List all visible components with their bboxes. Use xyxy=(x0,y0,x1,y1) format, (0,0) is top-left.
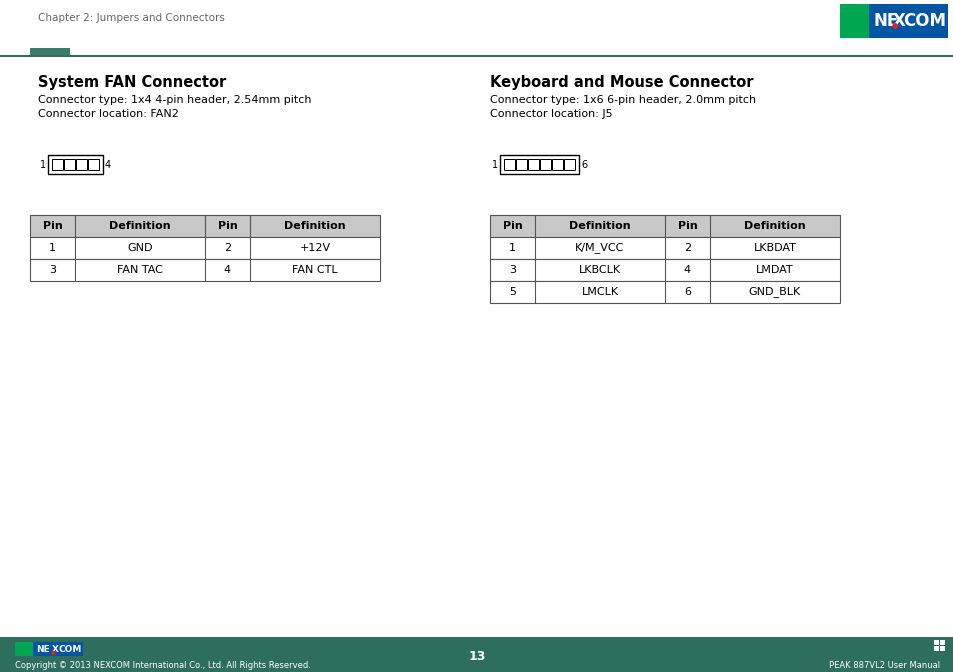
Bar xyxy=(490,281,840,303)
Bar xyxy=(30,215,379,237)
Text: Pin: Pin xyxy=(43,221,62,231)
Bar xyxy=(490,215,840,237)
Text: 2: 2 xyxy=(683,243,690,253)
Text: Definition: Definition xyxy=(743,221,805,231)
Bar xyxy=(527,159,538,170)
Text: LMDAT: LMDAT xyxy=(756,265,793,275)
Text: 5: 5 xyxy=(509,287,516,297)
Text: Definition: Definition xyxy=(284,221,345,231)
Circle shape xyxy=(892,24,897,28)
Bar xyxy=(490,237,840,259)
Text: 4: 4 xyxy=(224,265,231,275)
Text: 6: 6 xyxy=(683,287,690,297)
Bar xyxy=(0,55,953,56)
Bar xyxy=(30,259,379,281)
Text: 4: 4 xyxy=(105,159,111,169)
Text: LMCLK: LMCLK xyxy=(580,287,618,297)
Text: Pin: Pin xyxy=(502,221,522,231)
Text: LKBDAT: LKBDAT xyxy=(753,243,796,253)
Bar xyxy=(15,642,33,656)
Text: LKBCLK: LKBCLK xyxy=(578,265,620,275)
Text: K/M_VCC: K/M_VCC xyxy=(575,243,624,253)
Text: 1: 1 xyxy=(49,243,56,253)
Bar xyxy=(933,640,938,645)
Text: Connector location: J5: Connector location: J5 xyxy=(490,109,612,119)
Text: Pin: Pin xyxy=(217,221,237,231)
Text: 3: 3 xyxy=(49,265,56,275)
Text: X: X xyxy=(892,12,905,30)
Text: X: X xyxy=(51,644,58,653)
Text: 1: 1 xyxy=(509,243,516,253)
Text: NE: NE xyxy=(872,12,898,30)
Text: Copyright © 2013 NEXCOM International Co., Ltd. All Rights Reserved.: Copyright © 2013 NEXCOM International Co… xyxy=(15,661,311,669)
Bar xyxy=(490,259,840,281)
Text: NE: NE xyxy=(36,644,51,653)
Text: Connector type: 1x6 6-pin header, 2.0mm pitch: Connector type: 1x6 6-pin header, 2.0mm … xyxy=(490,95,756,105)
Bar xyxy=(48,155,103,174)
Bar xyxy=(76,159,87,170)
Text: 1: 1 xyxy=(40,159,46,169)
Bar xyxy=(30,237,379,259)
Bar xyxy=(939,640,944,645)
Circle shape xyxy=(51,651,55,655)
Text: GND_BLK: GND_BLK xyxy=(748,286,801,298)
Text: 13: 13 xyxy=(468,650,485,663)
Text: +12V: +12V xyxy=(299,243,331,253)
Bar xyxy=(939,646,944,651)
Text: GND: GND xyxy=(127,243,152,253)
Bar xyxy=(30,48,70,55)
Text: 4: 4 xyxy=(683,265,690,275)
Text: Definition: Definition xyxy=(109,221,171,231)
Bar xyxy=(0,637,953,672)
Text: Connector type: 1x4 4-pin header, 2.54mm pitch: Connector type: 1x4 4-pin header, 2.54mm… xyxy=(38,95,312,105)
Bar xyxy=(503,159,515,170)
Text: System FAN Connector: System FAN Connector xyxy=(38,75,226,89)
Text: PEAK 887VL2 User Manual: PEAK 887VL2 User Manual xyxy=(828,661,939,669)
Text: 3: 3 xyxy=(509,265,516,275)
Text: 6: 6 xyxy=(580,159,586,169)
Text: Definition: Definition xyxy=(569,221,630,231)
Bar xyxy=(64,159,75,170)
Text: Pin: Pin xyxy=(677,221,697,231)
Bar xyxy=(539,159,551,170)
Text: FAN TAC: FAN TAC xyxy=(117,265,163,275)
Text: Connector location: FAN2: Connector location: FAN2 xyxy=(38,109,179,119)
Bar xyxy=(52,159,63,170)
Text: 2: 2 xyxy=(224,243,231,253)
Bar xyxy=(88,159,99,170)
Text: FAN CTL: FAN CTL xyxy=(292,265,337,275)
Bar xyxy=(33,642,83,656)
Bar xyxy=(516,159,526,170)
Bar xyxy=(563,159,575,170)
Bar xyxy=(552,159,562,170)
Text: COM: COM xyxy=(58,644,82,653)
Text: COM: COM xyxy=(902,12,945,30)
Text: 1: 1 xyxy=(492,159,497,169)
Bar xyxy=(933,646,938,651)
Text: Keyboard and Mouse Connector: Keyboard and Mouse Connector xyxy=(490,75,753,89)
Text: Chapter 2: Jumpers and Connectors: Chapter 2: Jumpers and Connectors xyxy=(38,13,225,23)
Bar xyxy=(499,155,578,174)
Bar xyxy=(840,4,868,38)
Bar xyxy=(868,4,947,38)
